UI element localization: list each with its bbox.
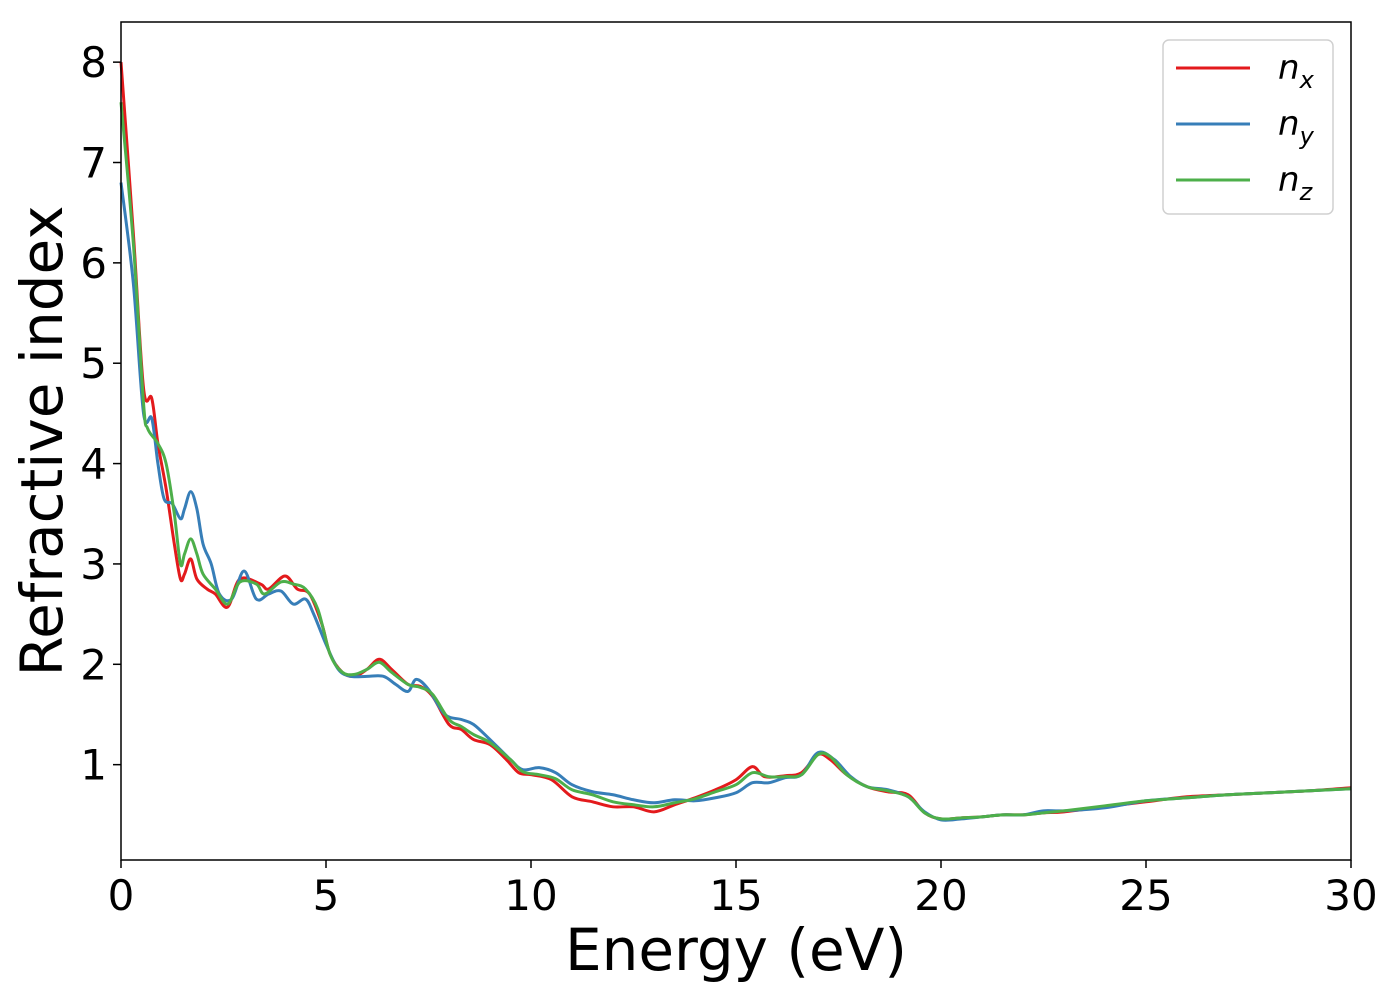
x-tick-label: 20 xyxy=(914,871,967,920)
x-tick-label: 15 xyxy=(709,871,762,920)
x-tick-label: 5 xyxy=(313,871,340,920)
legend-label-z: nz xyxy=(1278,160,1314,206)
series-layer xyxy=(119,62,1352,822)
legend-label-x: nx xyxy=(1278,48,1315,94)
y-tick-label: 4 xyxy=(80,440,107,489)
plot-frame xyxy=(120,21,1352,861)
series-line-z xyxy=(119,102,1352,821)
y-tick-label: 7 xyxy=(80,139,107,188)
legend-label-y: ny xyxy=(1278,104,1315,150)
x-tick-label: 10 xyxy=(504,871,557,920)
x-tick-label: 25 xyxy=(1119,871,1172,920)
x-axis-label: Energy (eV) xyxy=(565,916,907,984)
y-tick-label: 8 xyxy=(80,38,107,87)
series-line-y xyxy=(119,182,1352,822)
x-tick-label: 0 xyxy=(108,871,135,920)
y-axis-label: Refractive index xyxy=(8,205,76,676)
x-tick-label: 30 xyxy=(1324,871,1377,920)
y-tick-label: 3 xyxy=(80,540,107,589)
y-tick-label: 5 xyxy=(80,339,107,388)
y-tick-label: 2 xyxy=(80,640,107,689)
y-tick-label: 6 xyxy=(80,239,107,288)
ticks-layer: 0 5 10 15 20 25 30 1 2 3 4 5 6 7 8 xyxy=(80,38,1377,920)
y-tick-label: 1 xyxy=(80,741,107,790)
legend: nx ny nz xyxy=(1162,39,1334,215)
legend-box xyxy=(1162,39,1334,215)
